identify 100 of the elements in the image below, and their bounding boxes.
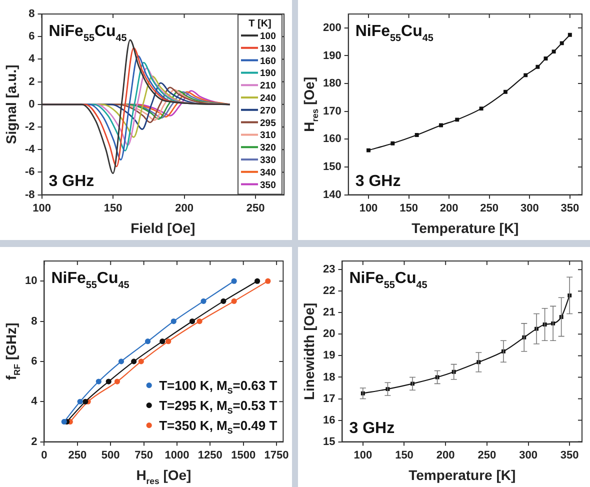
y-tick-label: 18	[322, 371, 336, 384]
x-axis-title: Temperature [K]	[412, 220, 519, 236]
x-tick-label: 200	[440, 202, 458, 214]
x-tick-label: 100	[354, 449, 372, 462]
point	[552, 50, 556, 54]
y-axis-title: Signal [a.u.]	[3, 64, 19, 144]
point	[96, 378, 102, 384]
y-tick-label: 23	[322, 264, 336, 276]
point	[61, 418, 67, 425]
legend-label: 160	[260, 56, 276, 67]
y-axis-title: Linewidth [Oe]	[301, 302, 317, 400]
x-tick-label: 1000	[164, 449, 190, 462]
y-tick-label: 160	[322, 133, 342, 146]
x-tick-label: 150	[395, 449, 414, 462]
y-tick-label: 200	[322, 22, 342, 34]
point	[166, 338, 172, 344]
point	[131, 358, 137, 364]
point	[503, 90, 508, 94]
point	[536, 64, 540, 69]
x-tick-label: 250	[68, 449, 87, 462]
y-tick-label: 8	[31, 315, 38, 328]
x-tick-label: 250	[478, 449, 496, 462]
y-axis-title: Hres [Oe]	[301, 76, 320, 132]
point	[265, 278, 271, 284]
y-tick-label: -2	[25, 121, 35, 134]
x-axis-title: Temperature [K]	[408, 467, 516, 483]
x-tick-label: 1500	[231, 449, 256, 462]
y-tick-label: 170	[322, 105, 342, 118]
point	[254, 278, 260, 284]
annotation: 3 GHz	[349, 420, 395, 437]
point	[82, 398, 88, 404]
point	[568, 32, 572, 37]
annotation: 3 GHz	[355, 172, 401, 190]
point	[455, 118, 460, 122]
legend-label: 320	[260, 142, 276, 154]
point	[231, 298, 237, 304]
point	[138, 358, 144, 364]
x-tick-label: 200	[436, 449, 455, 462]
legend-label: 330	[260, 155, 276, 166]
annotation: 3 GHz	[48, 172, 94, 190]
point	[560, 41, 564, 46]
legend-label: 190	[260, 68, 276, 80]
point	[524, 73, 528, 78]
y-tick-label: 19	[322, 350, 336, 362]
x-tick-label: 200	[175, 202, 194, 214]
point	[479, 106, 484, 111]
legend-label: 210	[260, 80, 276, 92]
x-tick-label: 350	[560, 202, 580, 214]
legend-label: 350	[260, 180, 276, 191]
x-tick-label: 250	[246, 202, 265, 214]
y-tick-label: 140	[322, 188, 342, 201]
x-tick-label: 250	[480, 202, 499, 214]
point	[118, 358, 124, 364]
legend-label: 100	[260, 31, 276, 42]
x-tick-label: 300	[519, 449, 538, 462]
point	[231, 278, 237, 284]
y-axis-title: fRF [GHz]	[3, 322, 22, 380]
y-tick-label: 20	[322, 328, 336, 340]
legend-label: 130	[260, 43, 276, 54]
point	[200, 298, 206, 304]
legend-label: 310	[260, 130, 276, 142]
x-tick-label: 300	[520, 202, 539, 214]
y-tick-label: 2	[31, 436, 38, 448]
y-tick-label: 21	[322, 306, 336, 319]
y-tick-label: 17	[322, 392, 336, 405]
y-tick-label: 4	[31, 396, 38, 408]
point	[106, 378, 112, 384]
y-tick-label: 0	[28, 98, 35, 110]
y-tick-label: -8	[25, 188, 35, 201]
y-tick-label: 8	[28, 8, 35, 20]
point	[196, 318, 202, 324]
point	[189, 318, 196, 324]
x-tick-label: 1750	[264, 449, 289, 462]
y-tick-label: 4	[28, 53, 36, 66]
point	[160, 338, 166, 344]
y-tick-label: 150	[322, 161, 342, 174]
x-tick-label: 150	[400, 202, 418, 214]
y-tick-label: -6	[25, 166, 35, 178]
y-tick-label: 10	[24, 275, 38, 288]
y-tick-label: 16	[322, 414, 336, 426]
point	[144, 338, 151, 344]
y-tick-label: 6	[31, 355, 38, 368]
x-tick-label: 350	[560, 449, 579, 462]
point	[390, 141, 395, 146]
y-tick-label: 190	[322, 50, 342, 62]
legend-label: 240	[260, 93, 276, 104]
y-tick-label: 15	[322, 436, 336, 448]
point	[366, 148, 370, 152]
x-tick-label: 0	[41, 449, 48, 462]
point	[77, 398, 83, 404]
x-tick-label: 500	[101, 449, 120, 462]
y-tick-label: -4	[25, 144, 36, 156]
y-tick-label: 6	[28, 30, 35, 43]
legend-label: 295	[260, 118, 277, 129]
y-tick-label: 180	[322, 78, 342, 90]
x-tick-label: 750	[134, 449, 153, 462]
x-tick-label: 150	[104, 202, 122, 214]
legend-label: 270	[260, 105, 276, 116]
point	[114, 378, 120, 384]
point	[414, 133, 419, 137]
